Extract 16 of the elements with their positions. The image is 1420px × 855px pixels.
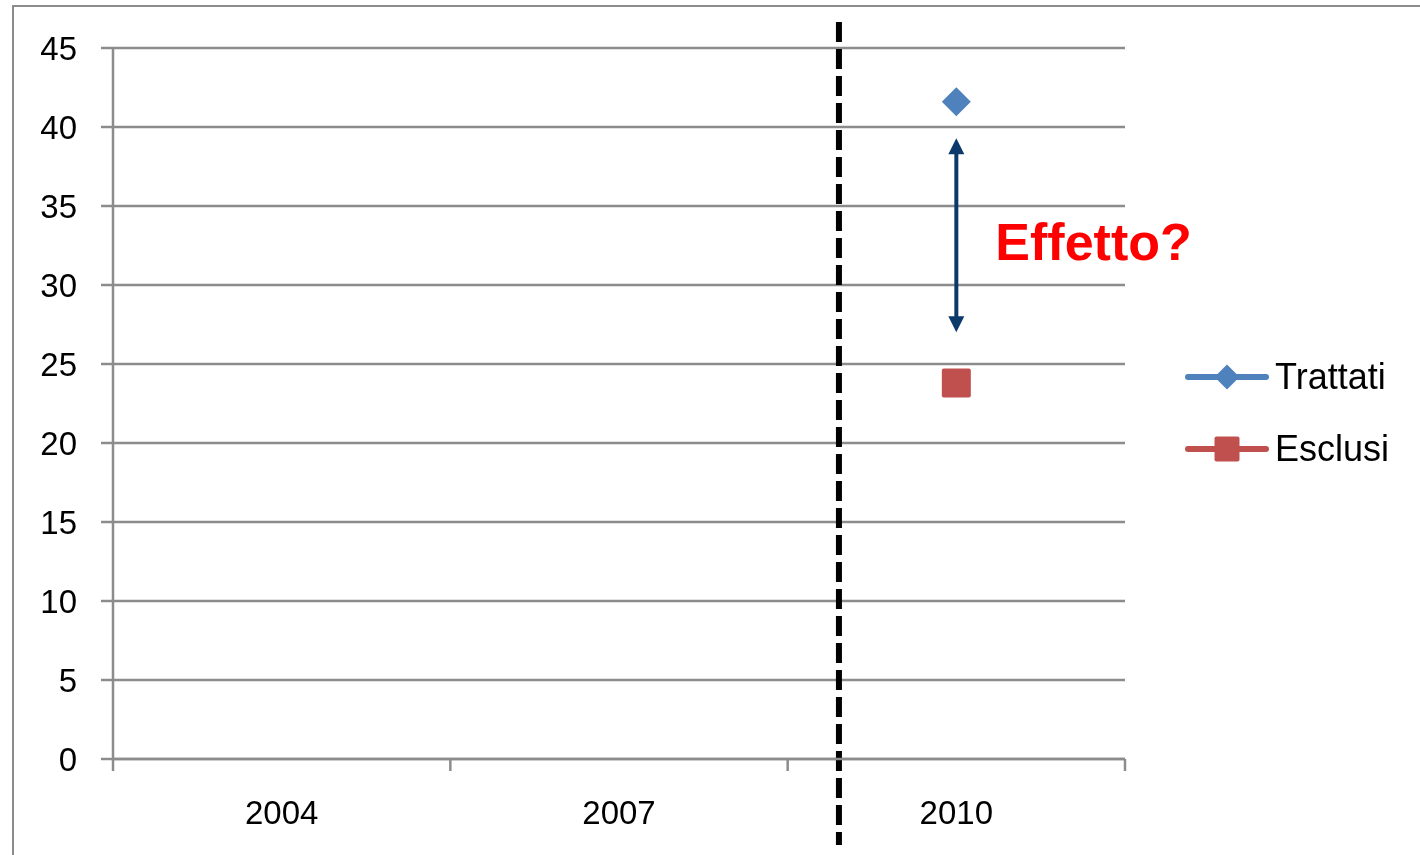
annotation: Effetto? xyxy=(995,213,1192,272)
y-tick-label: 5 xyxy=(58,661,77,699)
y-tick-label: 25 xyxy=(40,345,77,383)
y-tick-label: 15 xyxy=(40,503,77,541)
y-tick-label: 40 xyxy=(40,108,77,146)
y-tick-label: 20 xyxy=(40,424,77,462)
y-tick-label: 30 xyxy=(40,266,77,304)
y-tick-label: 0 xyxy=(58,740,77,778)
legend-label: Esclusi xyxy=(1275,428,1390,470)
legend-label: Trattati xyxy=(1275,356,1386,398)
y-tick-label: 35 xyxy=(40,187,77,225)
x-tick-label: 2007 xyxy=(582,793,656,831)
y-tick-label: 45 xyxy=(40,29,77,67)
y-tick-label: 10 xyxy=(40,582,77,620)
x-tick-label: 2004 xyxy=(244,793,319,831)
x-tick-label: 2010 xyxy=(919,793,994,831)
